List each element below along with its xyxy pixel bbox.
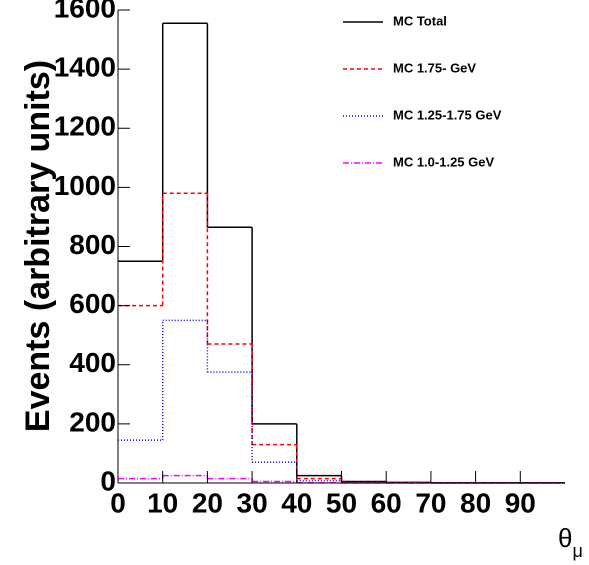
x-tick-label: 20 [192, 487, 223, 518]
legend-label: MC Total [393, 13, 447, 28]
y-tick-label: 800 [69, 229, 116, 260]
x-tick-label: 50 [326, 487, 357, 518]
legend-label: MC 1.0-1.25 GeV [393, 154, 494, 169]
legend-label: MC 1.75- GeV [393, 60, 476, 75]
x-tick-label: 30 [237, 487, 268, 518]
x-tick-label: 10 [147, 487, 178, 518]
y-tick-label: 600 [69, 288, 116, 319]
x-axis-symbol: θ [558, 523, 572, 553]
y-axis-title: Events (arbitrary units) [19, 60, 57, 432]
y-tick-label: 1000 [54, 170, 116, 201]
x-axis-subscript: μ [572, 541, 582, 561]
x-tick-label: 80 [460, 487, 491, 518]
x-tick-label: 60 [371, 487, 402, 518]
y-tick-label: 1400 [54, 52, 116, 83]
x-tick-label: 0 [110, 487, 126, 518]
y-tick-label: 200 [69, 406, 116, 437]
x-tick-label: 70 [415, 487, 446, 518]
x-axis-title: θμ [558, 523, 583, 561]
y-tick-label: 1600 [54, 0, 116, 23]
x-tick-label: 90 [505, 487, 536, 518]
y-tick-label: 1200 [54, 111, 116, 142]
x-tick-label: 40 [281, 487, 312, 518]
y-tick-label: 400 [69, 347, 116, 378]
y-tick-label: 0 [100, 465, 116, 496]
legend-label: MC 1.25-1.75 GeV [393, 107, 502, 122]
